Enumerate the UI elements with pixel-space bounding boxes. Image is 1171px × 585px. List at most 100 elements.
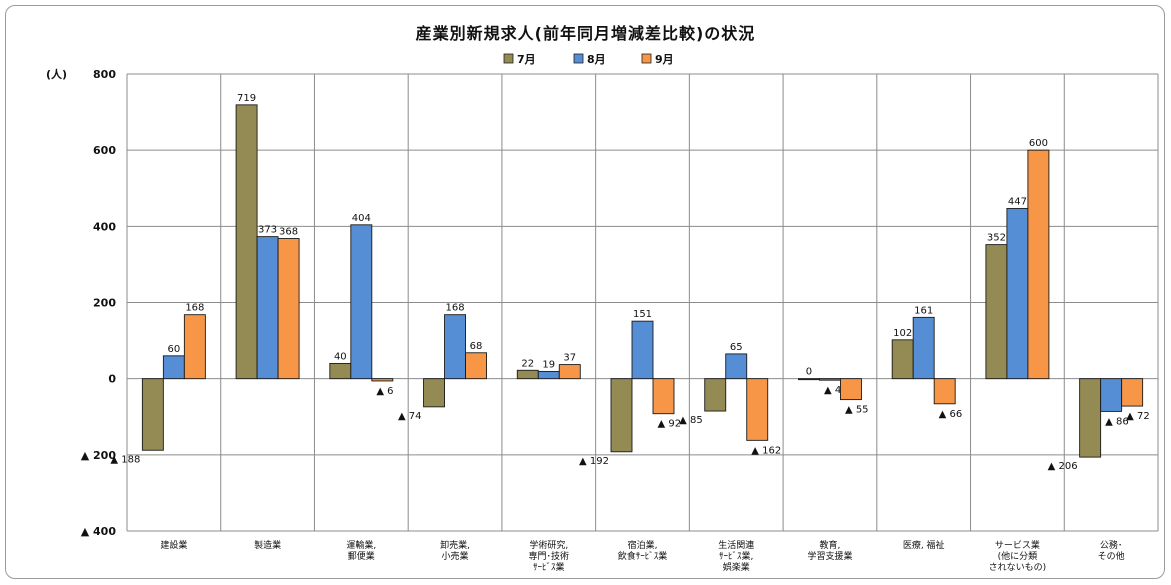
data-label: 19 [542,359,555,370]
data-label: ▲ 188 [110,454,140,465]
bar [162,355,185,380]
x-tick-label: 郵便業 [348,550,375,562]
bar [371,378,394,382]
data-label: ▲ 6 [376,386,393,397]
bar [725,353,748,380]
legend-label: 9月 [655,53,674,66]
data-label: 151 [633,309,652,320]
x-tick-label: 生活関連 [718,539,754,551]
bar [235,104,258,380]
bar [329,362,352,380]
data-label: ▲ 4 [824,385,841,396]
data-label: ▲ 162 [751,445,781,456]
x-tick-label: されないもの) [989,562,1047,573]
data-label: 22 [521,358,534,369]
bar [746,378,769,441]
data-label: 168 [185,303,204,314]
bar [891,339,914,380]
data-label: ▲ 74 [398,411,422,422]
y-axis-label: (人) [46,67,67,81]
x-tick-label: 飲食ｻｰﾋﾞｽ業 [618,550,668,562]
chart-title: 産業別新規求人(前年同月増減差比較)の状況 [415,24,756,43]
bar [277,238,300,380]
bar [1121,378,1144,407]
bar [819,378,841,381]
legend-swatch [641,53,652,64]
x-tick-label: 教育, [820,539,841,551]
bar [912,316,935,380]
legend-swatch [573,53,584,64]
x-tick-label: 運輸業, [346,539,376,551]
bar [183,314,206,380]
legend-label: 7月 [517,53,536,66]
data-label: 168 [445,303,464,314]
data-label: 37 [563,353,576,364]
x-tick-label: 建設業 [160,539,187,551]
data-label: 60 [167,344,180,355]
data-label: ▲ 55 [845,405,869,416]
data-label: 161 [914,305,933,316]
y-tick-label: 600 [93,144,116,157]
data-label: 719 [237,93,256,104]
bar [610,378,633,453]
x-tick-label: ｻｰﾋﾞｽ業, [719,550,753,562]
data-label: 68 [470,341,483,352]
data-label: 102 [893,328,912,339]
bar [1079,378,1102,458]
bar [798,378,820,381]
bar [444,314,466,380]
bar [985,244,1008,380]
bar [704,378,727,412]
data-label: ▲ 72 [1126,411,1150,422]
data-label: ▲ 92 [658,419,682,430]
bar [933,378,956,405]
bar [840,378,862,401]
x-tick-label: 医療, 福祉 [903,539,945,551]
bar [631,320,654,380]
x-tick-label: 公務･ [1100,539,1123,551]
data-label: 404 [352,213,371,224]
data-label: 40 [334,351,347,362]
bar [1100,378,1123,412]
data-label: 352 [987,233,1006,244]
data-label: 0 [806,367,812,378]
data-label: 65 [730,342,743,353]
data-label: ▲ 66 [939,409,963,420]
bar [256,236,279,380]
bar [652,378,675,415]
x-tick-label: 卸売業, [440,539,470,551]
x-tick-label: 小売業 [442,550,469,562]
data-label: 368 [279,227,298,238]
x-tick-label: その他 [1098,550,1125,562]
x-tick-label: 専門･技術 [529,550,570,562]
data-label: ▲ 206 [1048,461,1078,472]
y-tick-label: 0 [108,373,116,386]
bar [537,370,560,380]
bar [516,369,539,380]
y-tick-label: ▲ 400 [81,525,117,538]
data-label: 447 [1008,196,1027,207]
bar [558,364,581,380]
data-label: ▲ 192 [579,456,609,467]
legend-label: 8月 [587,53,606,66]
bar [1006,207,1029,380]
x-tick-label: 製造業 [254,539,281,551]
x-tick-label: 娯楽業 [723,561,750,573]
bar [141,378,164,451]
bar [1027,149,1050,380]
x-tick-label: 宿泊業, [628,539,658,551]
y-tick-label: ▲ 200 [81,449,117,462]
data-label: 373 [258,225,277,236]
x-tick-label: 学習支援業 [807,550,852,562]
x-tick-label: (他に分類 [998,550,1038,562]
data-label: ▲ 86 [1105,416,1129,427]
x-tick-label: ｻｰﾋﾞｽ業 [533,561,565,573]
x-tick-label: 学術研究, [529,539,568,551]
x-tick-label: サービス業 [995,539,1040,551]
data-label: 600 [1029,138,1048,149]
y-tick-label: 800 [93,68,116,81]
bar [465,352,487,380]
y-tick-label: 200 [93,297,116,310]
chart-frame [5,5,1165,579]
